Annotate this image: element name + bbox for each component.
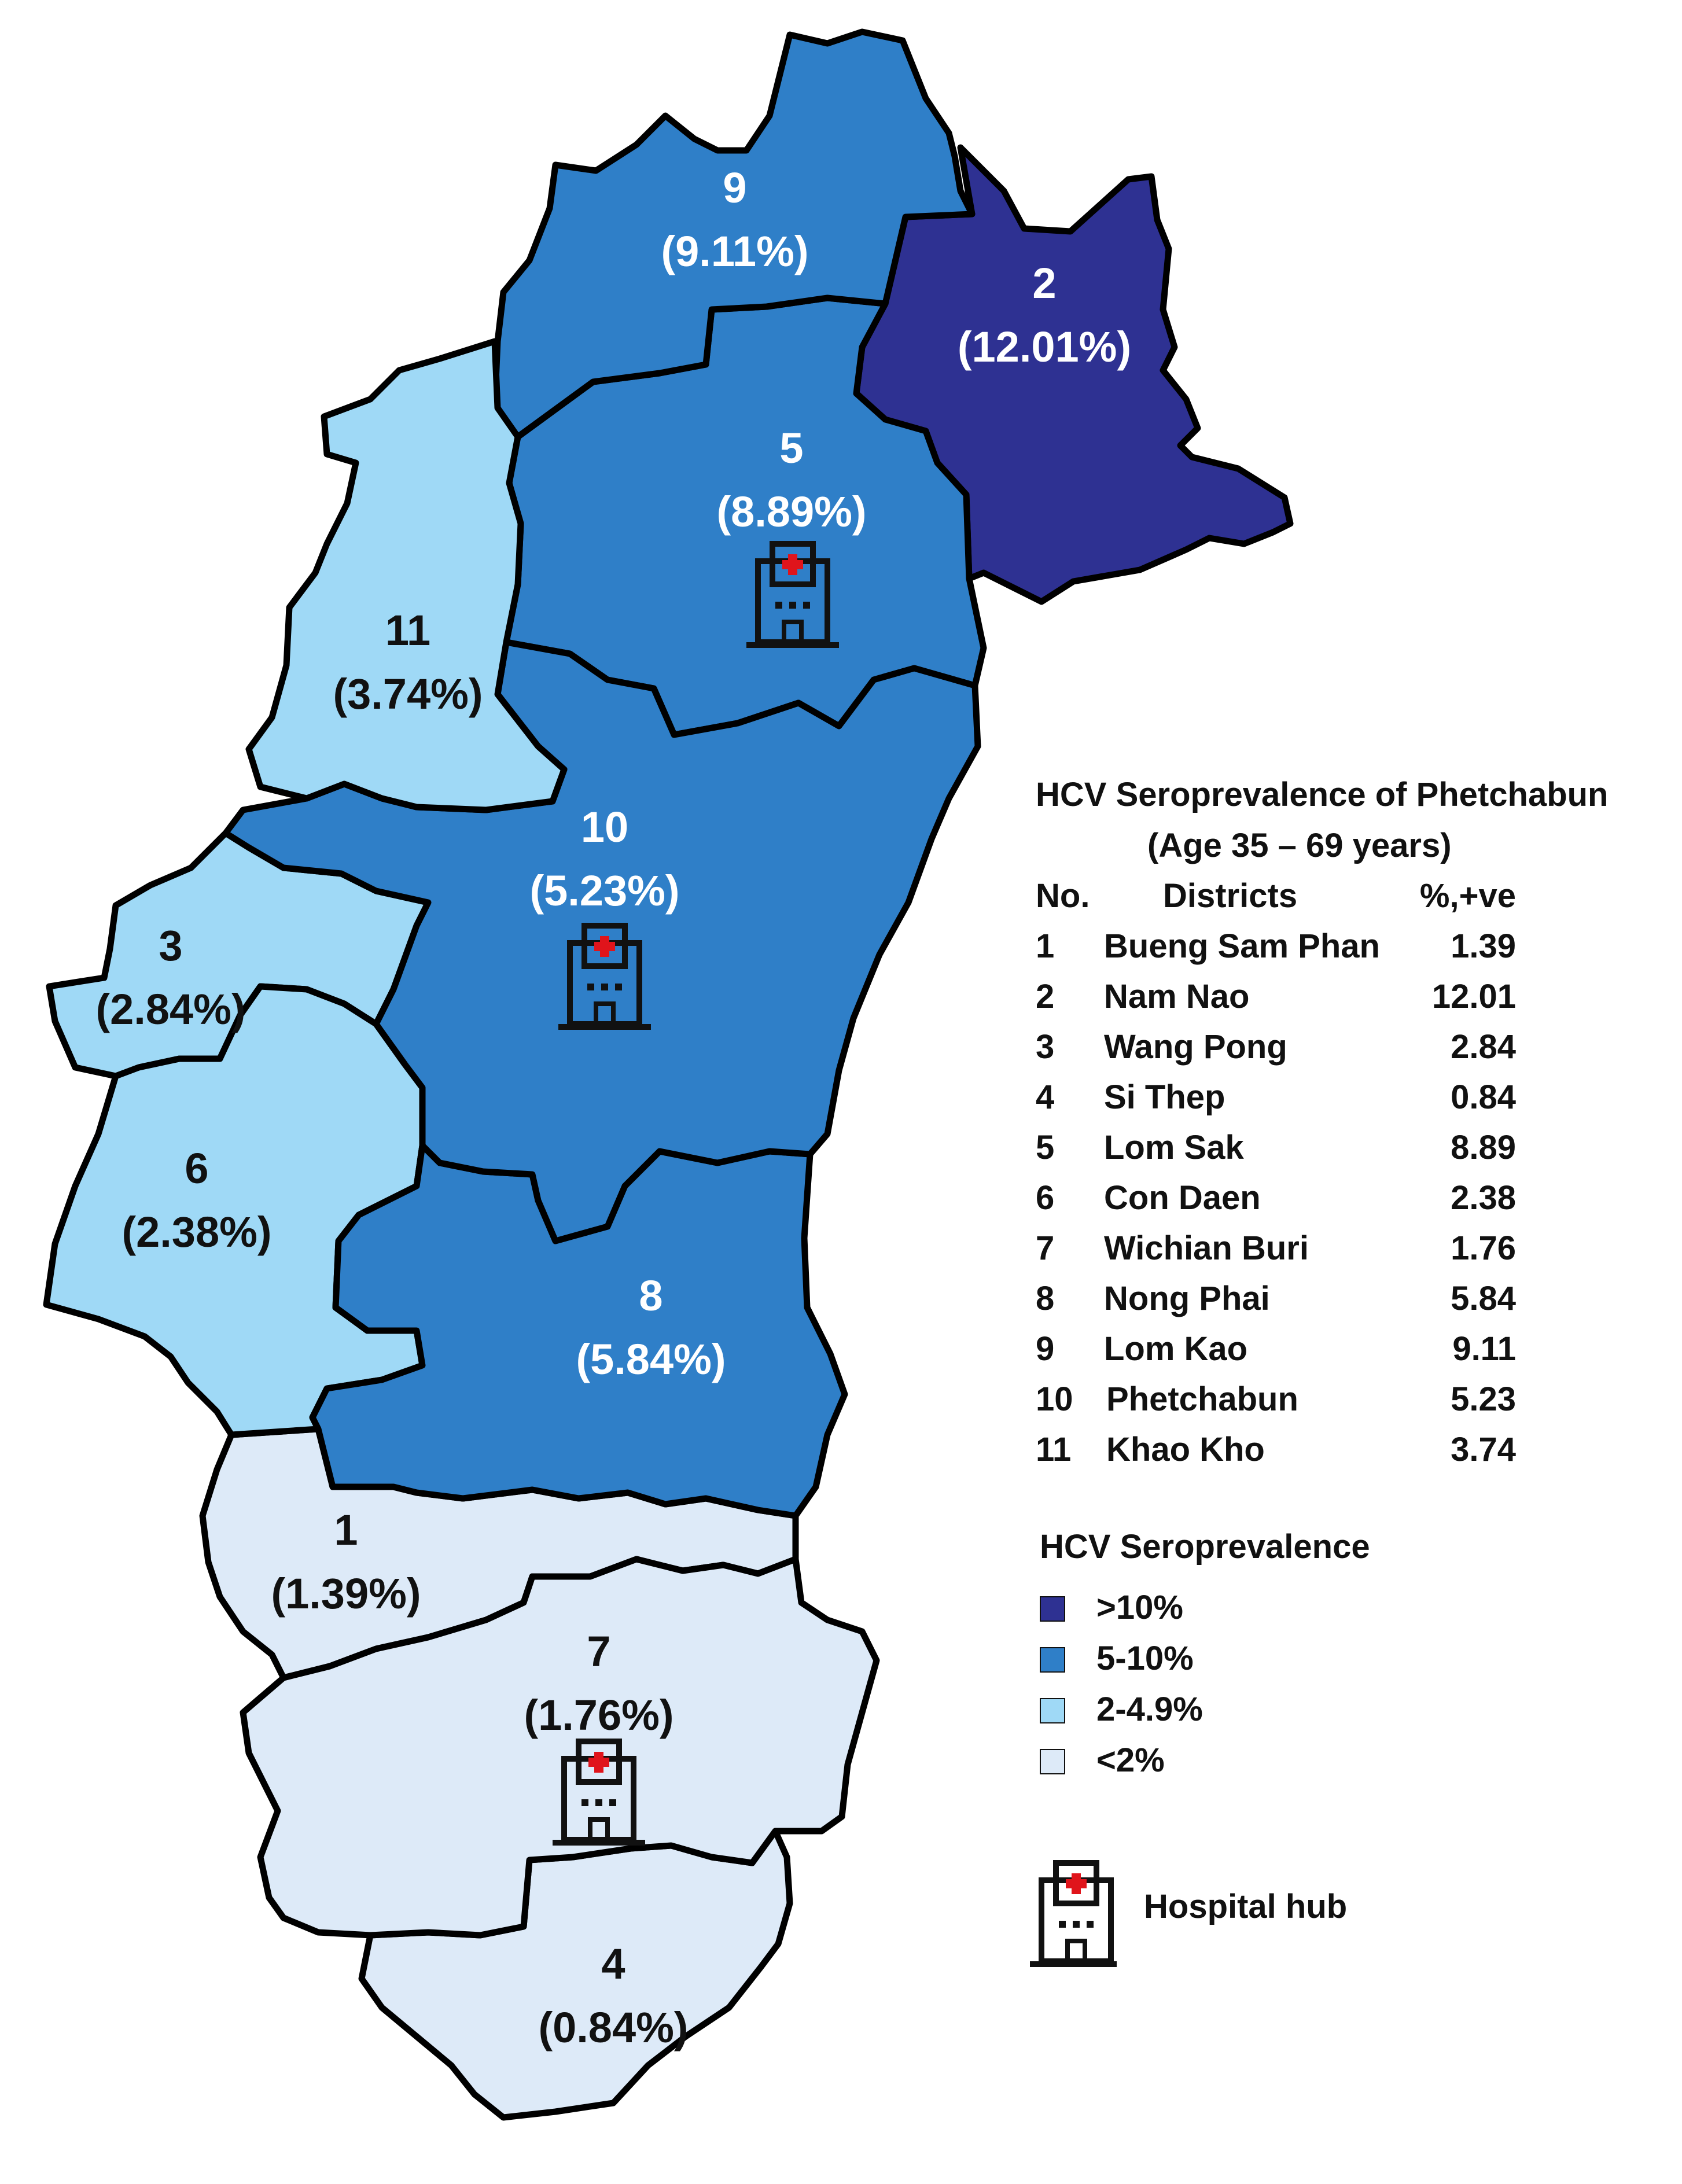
table-row: 8 Nong Phai 5.84 bbox=[1036, 1279, 1533, 1329]
district-no: 7 bbox=[1036, 1229, 1055, 1267]
legend-swatch-label: 2-4.9% bbox=[1096, 1691, 1203, 1728]
legend-swatch-label: >10% bbox=[1096, 1589, 1183, 1626]
district-percent: 8.89 bbox=[1451, 1129, 1516, 1166]
district-number-label: 5 bbox=[779, 424, 803, 472]
table-row: 6 Con Daen 2.38 bbox=[1036, 1178, 1533, 1229]
district-percent: 5.84 bbox=[1451, 1280, 1516, 1317]
district-name: Khao Kho bbox=[1106, 1431, 1265, 1468]
district-number-label: 6 bbox=[185, 1144, 208, 1192]
table-header: No. Districts %,+ve bbox=[1036, 876, 1533, 927]
district-percent-label: (2.84%) bbox=[95, 985, 245, 1033]
table-row: 11 Khao Kho 3.74 bbox=[1036, 1430, 1533, 1480]
table-row: 4 Si Thep 0.84 bbox=[1036, 1078, 1533, 1128]
district-percent: 2.38 bbox=[1451, 1179, 1516, 1217]
district-no: 5 bbox=[1036, 1129, 1055, 1166]
district-name: Lom Kao bbox=[1104, 1330, 1248, 1368]
district-percent: 5.23 bbox=[1451, 1380, 1516, 1418]
district-number-label: 10 bbox=[581, 803, 628, 851]
column-header-no: No. bbox=[1036, 877, 1090, 915]
district-number-label: 3 bbox=[159, 922, 182, 970]
district-percent: 0.84 bbox=[1451, 1078, 1516, 1116]
hospital-icon bbox=[553, 1739, 645, 1846]
table-row: 5 Lom Sak 8.89 bbox=[1036, 1128, 1533, 1178]
district-no: 2 bbox=[1036, 978, 1055, 1015]
district-name: Nam Nao bbox=[1104, 978, 1250, 1015]
district-percent: 1.39 bbox=[1451, 927, 1516, 965]
district-name: Si Thep bbox=[1104, 1078, 1225, 1116]
district-name: Con Daen bbox=[1104, 1179, 1261, 1217]
district-name: Lom Sak bbox=[1104, 1129, 1244, 1166]
scale-title: HCV Seroprevalence bbox=[1040, 1528, 1370, 1566]
table-row: 2 Nam Nao 12.01 bbox=[1036, 977, 1533, 1027]
district-percent: 2.84 bbox=[1451, 1028, 1516, 1066]
district-number-label: 11 bbox=[385, 606, 430, 654]
legend-swatch bbox=[1040, 1596, 1065, 1622]
hospital-hub-label: Hospital hub bbox=[1144, 1888, 1348, 1925]
district-name: Phetchabun bbox=[1106, 1380, 1298, 1418]
legend-swatch-label: <2% bbox=[1096, 1741, 1165, 1779]
district-percent-label: (1.76%) bbox=[524, 1691, 673, 1739]
district-name: Wichian Buri bbox=[1104, 1229, 1309, 1267]
column-header-pct: %,+ve bbox=[1419, 877, 1516, 915]
district-percent: 9.11 bbox=[1452, 1330, 1516, 1368]
district-no: 4 bbox=[1036, 1078, 1055, 1116]
district-khao-kho bbox=[245, 338, 568, 813]
table-row: 10 Phetchabun 5.23 bbox=[1036, 1380, 1533, 1430]
district-percent: 1.76 bbox=[1451, 1229, 1516, 1267]
district-percent-label: (0.84%) bbox=[538, 2003, 688, 2052]
hospital-icon bbox=[558, 923, 651, 1030]
legend-title-line2: (Age 35 – 69 years) bbox=[1147, 827, 1452, 864]
district-number-label: 7 bbox=[587, 1627, 610, 1675]
district-percent-label: (9.11%) bbox=[661, 227, 808, 275]
legend-swatch-label: 5-10% bbox=[1096, 1640, 1194, 1677]
district-no: 1 bbox=[1036, 927, 1055, 965]
district-no: 6 bbox=[1036, 1179, 1055, 1217]
district-wichian-buri bbox=[240, 1556, 880, 1939]
table-row: 1 Bueng Sam Phan 1.39 bbox=[1036, 927, 1533, 977]
hospital-icon bbox=[746, 541, 839, 648]
district-percent-label: (3.74%) bbox=[333, 670, 483, 718]
column-header-districts: Districts bbox=[1163, 877, 1298, 915]
district-number-label: 4 bbox=[601, 1940, 625, 1988]
district-name: Bueng Sam Phan bbox=[1104, 927, 1380, 965]
legend-title-line1: HCV Seroprevalence of Phetchabun bbox=[1036, 776, 1609, 813]
hospital-hub-legend-icon bbox=[1030, 1860, 1117, 1967]
legend-swatch bbox=[1040, 1698, 1065, 1723]
district-percent-label: (2.38%) bbox=[122, 1208, 271, 1256]
district-percent: 12.01 bbox=[1431, 978, 1516, 1015]
district-name: Wang Pong bbox=[1104, 1028, 1287, 1066]
district-percent-label: (5.84%) bbox=[576, 1335, 726, 1383]
district-percent-label: (5.23%) bbox=[529, 867, 679, 915]
district-number-label: 8 bbox=[639, 1272, 663, 1320]
district-percent-label: (8.89%) bbox=[716, 488, 866, 536]
district-number-label: 9 bbox=[723, 164, 746, 212]
legend-swatch bbox=[1040, 1749, 1065, 1774]
district-percent-label: (1.39%) bbox=[271, 1570, 421, 1618]
table-row: 3 Wang Pong 2.84 bbox=[1036, 1027, 1533, 1078]
district-lom-kao bbox=[491, 28, 976, 440]
table-row: 7 Wichian Buri 1.76 bbox=[1036, 1229, 1533, 1279]
district-number-label: 2 bbox=[1032, 259, 1056, 307]
legend-swatch bbox=[1040, 1647, 1065, 1673]
district-no: 10 bbox=[1036, 1380, 1073, 1418]
hospital-icon bbox=[1030, 1860, 1117, 1967]
district-number-label: 1 bbox=[334, 1506, 358, 1554]
district-no: 8 bbox=[1036, 1280, 1055, 1317]
district-no: 9 bbox=[1036, 1330, 1055, 1368]
district-percent: 3.74 bbox=[1451, 1431, 1516, 1468]
district-no: 11 bbox=[1036, 1431, 1072, 1468]
district-name: Nong Phai bbox=[1104, 1280, 1270, 1317]
district-no: 3 bbox=[1036, 1028, 1055, 1066]
district-percent-label: (12.01%) bbox=[958, 323, 1131, 371]
table-row: 9 Lom Kao 9.11 bbox=[1036, 1329, 1533, 1380]
